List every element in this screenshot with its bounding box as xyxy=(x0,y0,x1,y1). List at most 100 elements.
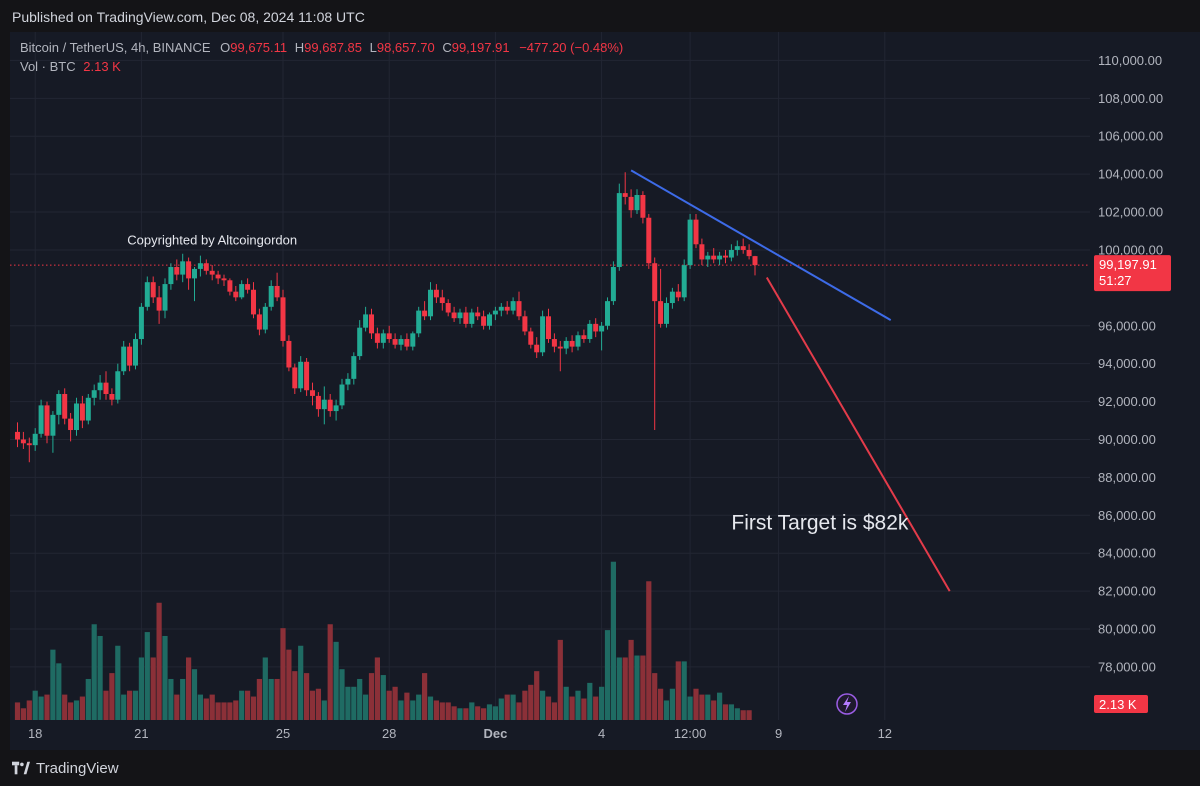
candle-body xyxy=(162,284,168,311)
candle xyxy=(280,289,286,347)
candle-body xyxy=(150,282,156,298)
candle-body xyxy=(687,219,693,266)
volume-bar xyxy=(14,702,21,720)
time-axis-label: 4 xyxy=(598,726,605,741)
candle-body xyxy=(292,367,298,389)
volume-bar xyxy=(68,702,74,720)
volume-bar xyxy=(50,649,56,720)
tradingview-logo[interactable]: TradingView xyxy=(12,758,119,778)
price-axis-label: 110,000.00 xyxy=(1098,53,1162,68)
candle-body xyxy=(392,339,398,345)
volume-bar xyxy=(109,673,115,720)
candle-body xyxy=(575,335,581,347)
candle-body xyxy=(428,289,433,317)
legend-symbol[interactable]: Bitcoin / TetherUS, 4h, BINANCE xyxy=(20,40,211,55)
candle-body xyxy=(192,268,197,279)
candle xyxy=(510,297,516,315)
volume-bar xyxy=(693,688,699,720)
candle-body xyxy=(239,284,245,298)
candle-body xyxy=(723,255,728,258)
candle-body xyxy=(357,327,363,357)
volume-bar xyxy=(368,673,375,720)
candle xyxy=(723,249,728,264)
candles xyxy=(15,172,758,463)
candle xyxy=(44,401,50,444)
candle xyxy=(74,397,79,436)
candle xyxy=(528,327,534,349)
candle-body xyxy=(475,312,481,317)
candle-body xyxy=(339,384,345,406)
candle-body xyxy=(38,405,44,434)
volume-bar xyxy=(239,690,245,720)
legend-volume-value: 2.13 K xyxy=(83,59,121,74)
candle-body xyxy=(658,301,664,324)
candle-body xyxy=(717,255,723,260)
volume-bar xyxy=(20,708,26,720)
volume-bar xyxy=(569,696,575,720)
price-chart[interactable]: Copyrighted by Altcoingordon First Target… xyxy=(10,32,1200,750)
last-volume-label: 2.13 K xyxy=(1099,697,1137,712)
volume-bar xyxy=(699,694,705,720)
volume-bar xyxy=(38,696,44,720)
volume-bar xyxy=(740,710,746,720)
time-axis-label: 9 xyxy=(775,726,782,741)
candle-body xyxy=(416,310,422,334)
candle-body xyxy=(557,346,563,349)
legend-change: −477.20 (−0.48%) xyxy=(519,40,624,55)
volume-bar xyxy=(91,624,97,720)
candle-body xyxy=(439,297,445,304)
candle-body xyxy=(398,339,404,345)
volume-bar xyxy=(599,686,605,720)
candle-body xyxy=(56,394,62,415)
price-axis: 110,000.00 108,000.00 106,000.00 104,000.00… xyxy=(1098,53,1163,675)
chart-area[interactable]: Copyrighted by Altcoingordon First Target… xyxy=(10,32,1200,750)
volume-bar xyxy=(274,678,280,720)
volume-bar xyxy=(717,692,723,720)
legend-volume-label[interactable]: Vol · BTC xyxy=(20,59,76,74)
candle xyxy=(150,276,156,304)
candle-body xyxy=(616,193,622,268)
candle-body xyxy=(693,219,699,245)
candle xyxy=(357,320,363,360)
volume-bar xyxy=(186,657,192,720)
price-axis-label: 82,000.00 xyxy=(1098,584,1156,599)
volume-bar xyxy=(245,690,251,720)
candle xyxy=(569,335,575,353)
candle xyxy=(115,363,121,404)
volume-bar xyxy=(475,706,481,720)
volume-bar xyxy=(646,581,652,720)
volume-bar xyxy=(681,661,687,720)
candle-body xyxy=(333,405,339,412)
candle-body xyxy=(451,312,457,319)
volume-bar xyxy=(203,698,209,720)
time-axis-label: 21 xyxy=(134,726,148,741)
candle xyxy=(174,259,180,281)
volume-bar xyxy=(457,708,463,720)
candle-body xyxy=(374,333,380,343)
candle-body xyxy=(599,325,605,332)
volume-bar xyxy=(79,696,85,720)
resistance-trendline xyxy=(630,169,892,321)
candle-body xyxy=(138,306,144,340)
candle xyxy=(498,303,504,317)
candle xyxy=(681,259,687,302)
lightning-event-icon[interactable] xyxy=(836,693,858,715)
volume-bar xyxy=(563,686,569,720)
volume-bar xyxy=(280,628,286,720)
volume-bar xyxy=(103,690,109,720)
candle-body xyxy=(540,316,546,353)
candle-body xyxy=(121,346,127,372)
volume-bar xyxy=(304,673,310,720)
candle-body xyxy=(197,263,203,269)
candle xyxy=(386,325,392,343)
volume-bar xyxy=(469,702,475,720)
volume-bar xyxy=(380,675,386,720)
candle xyxy=(286,335,292,372)
candle-body xyxy=(221,278,227,281)
volume-bar xyxy=(522,690,528,720)
candle xyxy=(38,399,44,438)
volume-bar xyxy=(734,708,740,720)
volume-bar xyxy=(581,698,587,720)
target-annotation: First Target is $82k xyxy=(731,512,909,535)
candle-body xyxy=(628,196,634,211)
